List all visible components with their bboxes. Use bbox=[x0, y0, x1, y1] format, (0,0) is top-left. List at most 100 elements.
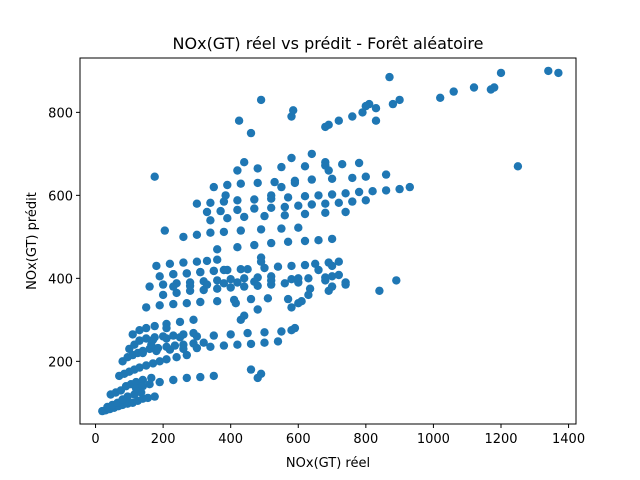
data-point bbox=[304, 290, 313, 300]
data-point bbox=[267, 203, 276, 212]
data-point bbox=[287, 303, 296, 312]
data-point bbox=[233, 205, 242, 215]
data-point bbox=[243, 328, 252, 338]
data-point bbox=[192, 199, 202, 208]
data-point bbox=[294, 223, 303, 232]
y-axis-label: NOx(GT) prédit bbox=[25, 192, 40, 290]
data-point bbox=[250, 204, 259, 213]
data-point bbox=[277, 224, 286, 233]
data-point bbox=[145, 282, 154, 291]
data-point bbox=[311, 259, 320, 268]
data-point bbox=[165, 259, 175, 268]
data-point bbox=[196, 372, 205, 382]
data-point bbox=[219, 279, 229, 288]
data-point bbox=[233, 340, 242, 349]
data-point bbox=[321, 158, 330, 167]
data-point bbox=[300, 236, 310, 246]
data-point bbox=[354, 187, 364, 197]
data-point bbox=[155, 301, 164, 310]
data-point bbox=[280, 211, 289, 220]
data-point bbox=[169, 299, 178, 309]
data-point bbox=[226, 330, 235, 339]
data-point bbox=[234, 116, 244, 125]
data-point bbox=[182, 269, 191, 278]
data-point bbox=[321, 208, 330, 217]
data-point bbox=[142, 323, 151, 333]
data-point bbox=[358, 108, 367, 117]
data-point bbox=[334, 198, 343, 207]
data-point bbox=[143, 393, 153, 403]
data-point bbox=[304, 274, 313, 283]
data-point bbox=[236, 179, 245, 188]
data-point bbox=[231, 299, 240, 308]
data-point bbox=[155, 357, 164, 366]
x-tick-label: 0 bbox=[91, 432, 99, 447]
data-point bbox=[307, 175, 316, 184]
data-point bbox=[250, 195, 259, 204]
data-point bbox=[246, 128, 256, 138]
data-point bbox=[158, 280, 168, 289]
data-point bbox=[246, 294, 256, 304]
data-point bbox=[348, 173, 357, 183]
data-point bbox=[361, 101, 370, 111]
data-point bbox=[131, 384, 141, 393]
data-point bbox=[260, 263, 269, 273]
data-point bbox=[226, 275, 235, 284]
data-point bbox=[395, 184, 404, 194]
data-point bbox=[300, 162, 310, 171]
data-point bbox=[162, 334, 171, 343]
data-point bbox=[219, 227, 229, 237]
data-point bbox=[160, 226, 169, 235]
data-point bbox=[216, 206, 225, 216]
data-point bbox=[256, 257, 266, 266]
data-point bbox=[138, 382, 147, 391]
data-point bbox=[321, 276, 330, 285]
data-point bbox=[175, 333, 185, 342]
data-point bbox=[388, 99, 398, 109]
data-point bbox=[233, 166, 242, 175]
data-point bbox=[283, 294, 293, 304]
data-point bbox=[321, 199, 330, 208]
data-point bbox=[277, 182, 286, 192]
data-point bbox=[554, 68, 563, 78]
data-point bbox=[240, 311, 249, 320]
data-point bbox=[145, 380, 154, 389]
data-point bbox=[260, 328, 269, 337]
data-point bbox=[321, 122, 330, 132]
data-point bbox=[256, 369, 266, 378]
data-point bbox=[142, 334, 151, 343]
data-point bbox=[165, 345, 175, 354]
data-point bbox=[273, 262, 283, 271]
data-point bbox=[202, 207, 212, 217]
data-point bbox=[260, 211, 269, 221]
data-point bbox=[290, 178, 300, 188]
x-tick-label: 1000 bbox=[417, 432, 450, 447]
data-point bbox=[123, 392, 132, 401]
data-point bbox=[267, 280, 276, 289]
data-point bbox=[300, 209, 310, 219]
x-axis-ticks: 0 200 400 600 800 1000 1200 1400 bbox=[91, 424, 585, 447]
data-point bbox=[314, 236, 323, 245]
data-point bbox=[381, 170, 391, 179]
data-point bbox=[209, 331, 218, 340]
data-point bbox=[267, 238, 276, 248]
data-point bbox=[341, 207, 350, 217]
data-point bbox=[147, 373, 156, 383]
data-point bbox=[280, 202, 289, 212]
data-point bbox=[277, 162, 286, 172]
data-point bbox=[182, 373, 191, 383]
data-point bbox=[142, 361, 151, 370]
data-point bbox=[371, 116, 381, 125]
data-point bbox=[138, 375, 147, 385]
data-point bbox=[354, 158, 364, 168]
data-point bbox=[148, 359, 158, 368]
data-point bbox=[256, 95, 266, 105]
data-point bbox=[297, 297, 306, 306]
data-point bbox=[405, 182, 414, 192]
data-point bbox=[155, 272, 164, 281]
data-point bbox=[199, 338, 208, 347]
data-point bbox=[240, 282, 249, 291]
data-point bbox=[392, 276, 401, 285]
data-point bbox=[385, 72, 394, 82]
data-point bbox=[287, 153, 296, 163]
